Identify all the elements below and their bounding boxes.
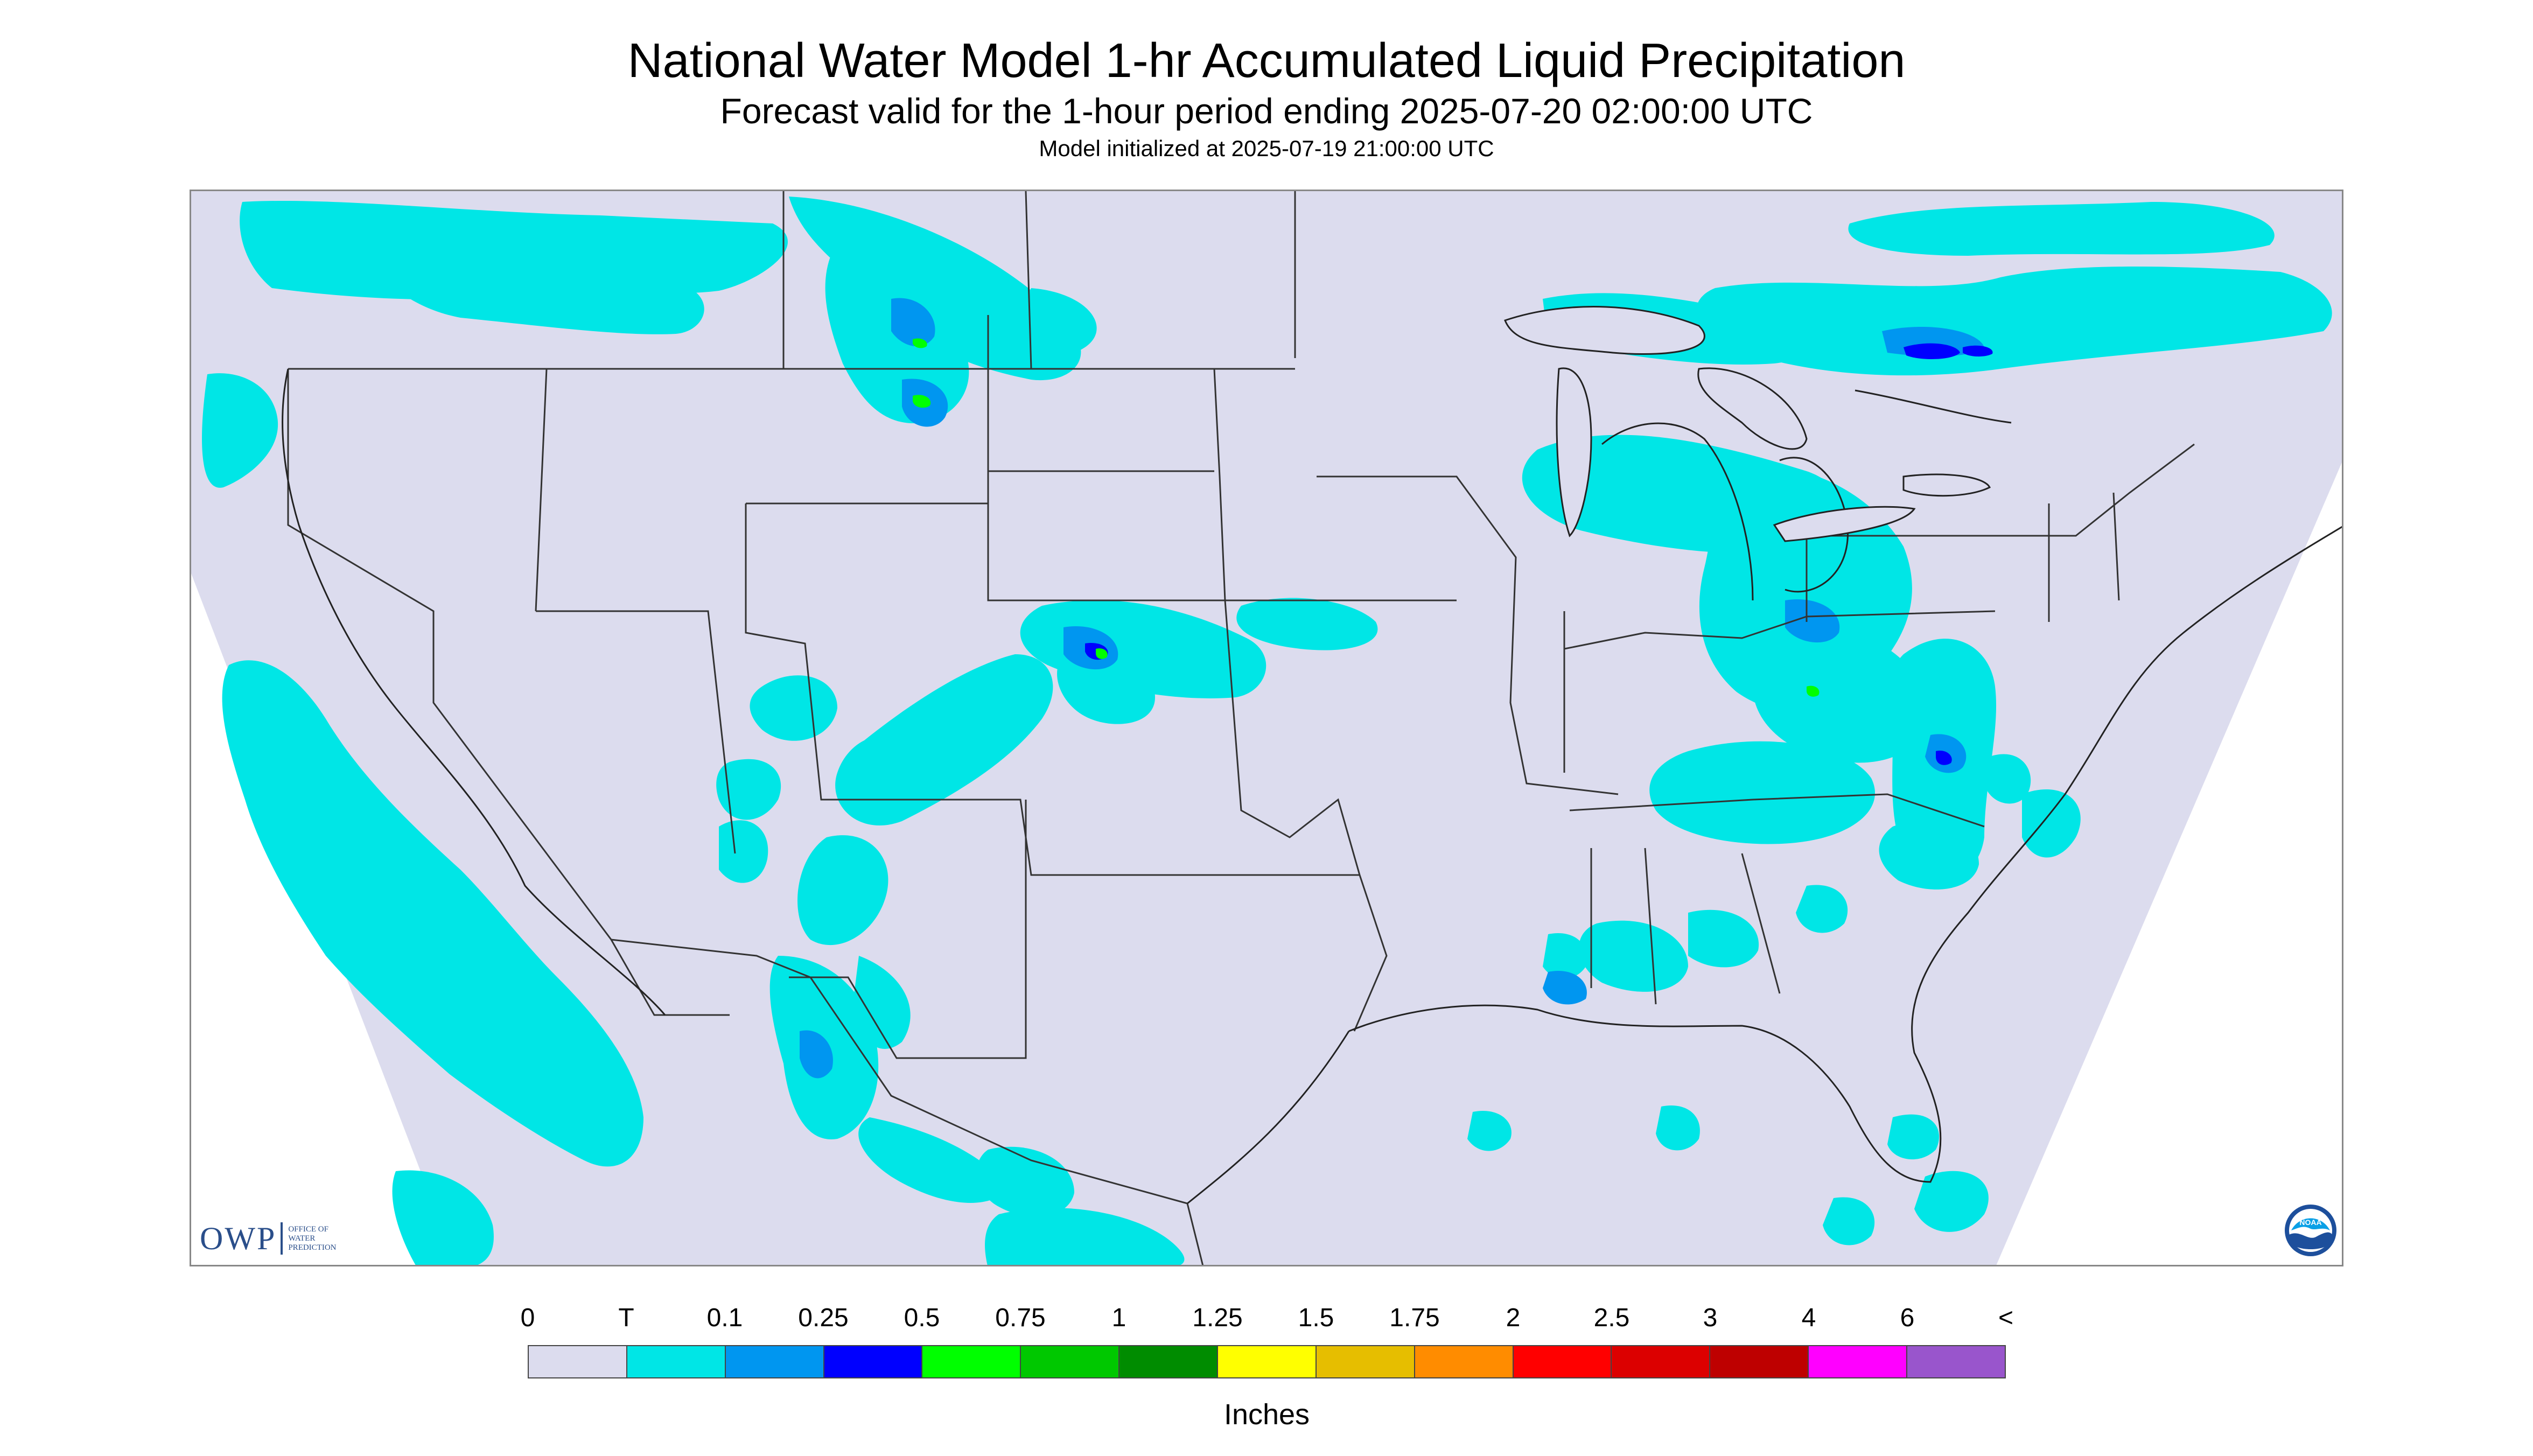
legend-labels: 0 T 0.1 0.25 0.5 0.75 1 1.25 1.5 1.75 2 2.5 3 4 6 <	[521, 1303, 2013, 1341]
legend-tick-label: 1.5	[1298, 1304, 1334, 1332]
legend-swatch	[1808, 1346, 1907, 1377]
precip-legend: 0 T 0.1 0.25 0.5 0.75 1 1.25 1.5 1.75 2 2.5 3 4 6 < Inc…	[521, 1303, 2013, 1431]
legend-tick-label: 4	[1801, 1304, 1816, 1332]
legend-tick-label: T	[618, 1304, 634, 1332]
legend-swatch	[823, 1346, 922, 1377]
legend-tick-label: 0	[520, 1304, 535, 1332]
legend-tick-label: 3	[1703, 1304, 1718, 1332]
owp-logo-text: OFFICE OF WATER PREDICTION	[288, 1224, 337, 1252]
legend-swatch	[1906, 1346, 2005, 1377]
precip-0.1-areas	[800, 298, 1984, 1079]
legend-tick-label: 2.5	[1593, 1304, 1630, 1332]
legend-tick-label: 1	[1111, 1304, 1126, 1332]
legend-swatch	[1020, 1346, 1119, 1377]
map-title: National Water Model 1-hr Accumulated Li…	[627, 34, 1906, 88]
legend-swatch	[1217, 1346, 1316, 1377]
legend-swatch	[921, 1346, 1020, 1377]
legend-swatch	[1315, 1346, 1414, 1377]
legend-tick-label: 0.25	[798, 1304, 849, 1332]
legend-swatch	[1414, 1346, 1513, 1377]
legend-tick-label: 6	[1900, 1304, 1915, 1332]
legend-swatch	[529, 1346, 626, 1377]
boundaries	[287, 191, 2195, 1265]
legend-swatch	[1118, 1346, 1217, 1377]
legend-tick-label: 0.1	[706, 1304, 743, 1332]
model-init-time: Model initialized at 2025-07-19 21:00:00…	[1039, 136, 1494, 161]
legend-swatch	[1611, 1346, 1710, 1377]
legend-tick-label: 0.75	[995, 1304, 1046, 1332]
noaa-logo: NOAA	[2285, 1205, 2336, 1256]
map-subtitle: Forecast valid for the 1-hour period end…	[720, 91, 1813, 131]
owp-logo-letters: OWP	[200, 1220, 277, 1256]
legend-tick-label: 2	[1506, 1304, 1521, 1332]
legend-tick-label: 1.75	[1389, 1304, 1440, 1332]
legend-tick-label: <	[1998, 1304, 2014, 1332]
precipitation-map[interactable]: OWP OFFICE OF WATER PREDICTION NOAA	[190, 190, 2343, 1266]
legend-tick-label: 1.25	[1192, 1304, 1243, 1332]
noaa-logo-text: NOAA	[2299, 1218, 2321, 1227]
legend-swatch	[626, 1346, 725, 1377]
legend-colorbar	[528, 1345, 2006, 1378]
legend-units: Inches	[1223, 1398, 1310, 1431]
great-lakes	[1504, 306, 1991, 542]
legend-tick-label: 0.5	[904, 1304, 940, 1332]
owp-logo-divider	[281, 1222, 283, 1255]
precip-trace-areas	[202, 197, 2332, 1265]
precip-0.5-areas	[913, 338, 1820, 697]
legend-swatch	[724, 1346, 823, 1377]
owp-logo: OWP OFFICE OF WATER PREDICTION	[200, 1220, 347, 1257]
map-canvas	[191, 191, 2342, 1265]
legend-swatch	[1709, 1346, 1808, 1377]
legend-swatch	[1512, 1346, 1611, 1377]
